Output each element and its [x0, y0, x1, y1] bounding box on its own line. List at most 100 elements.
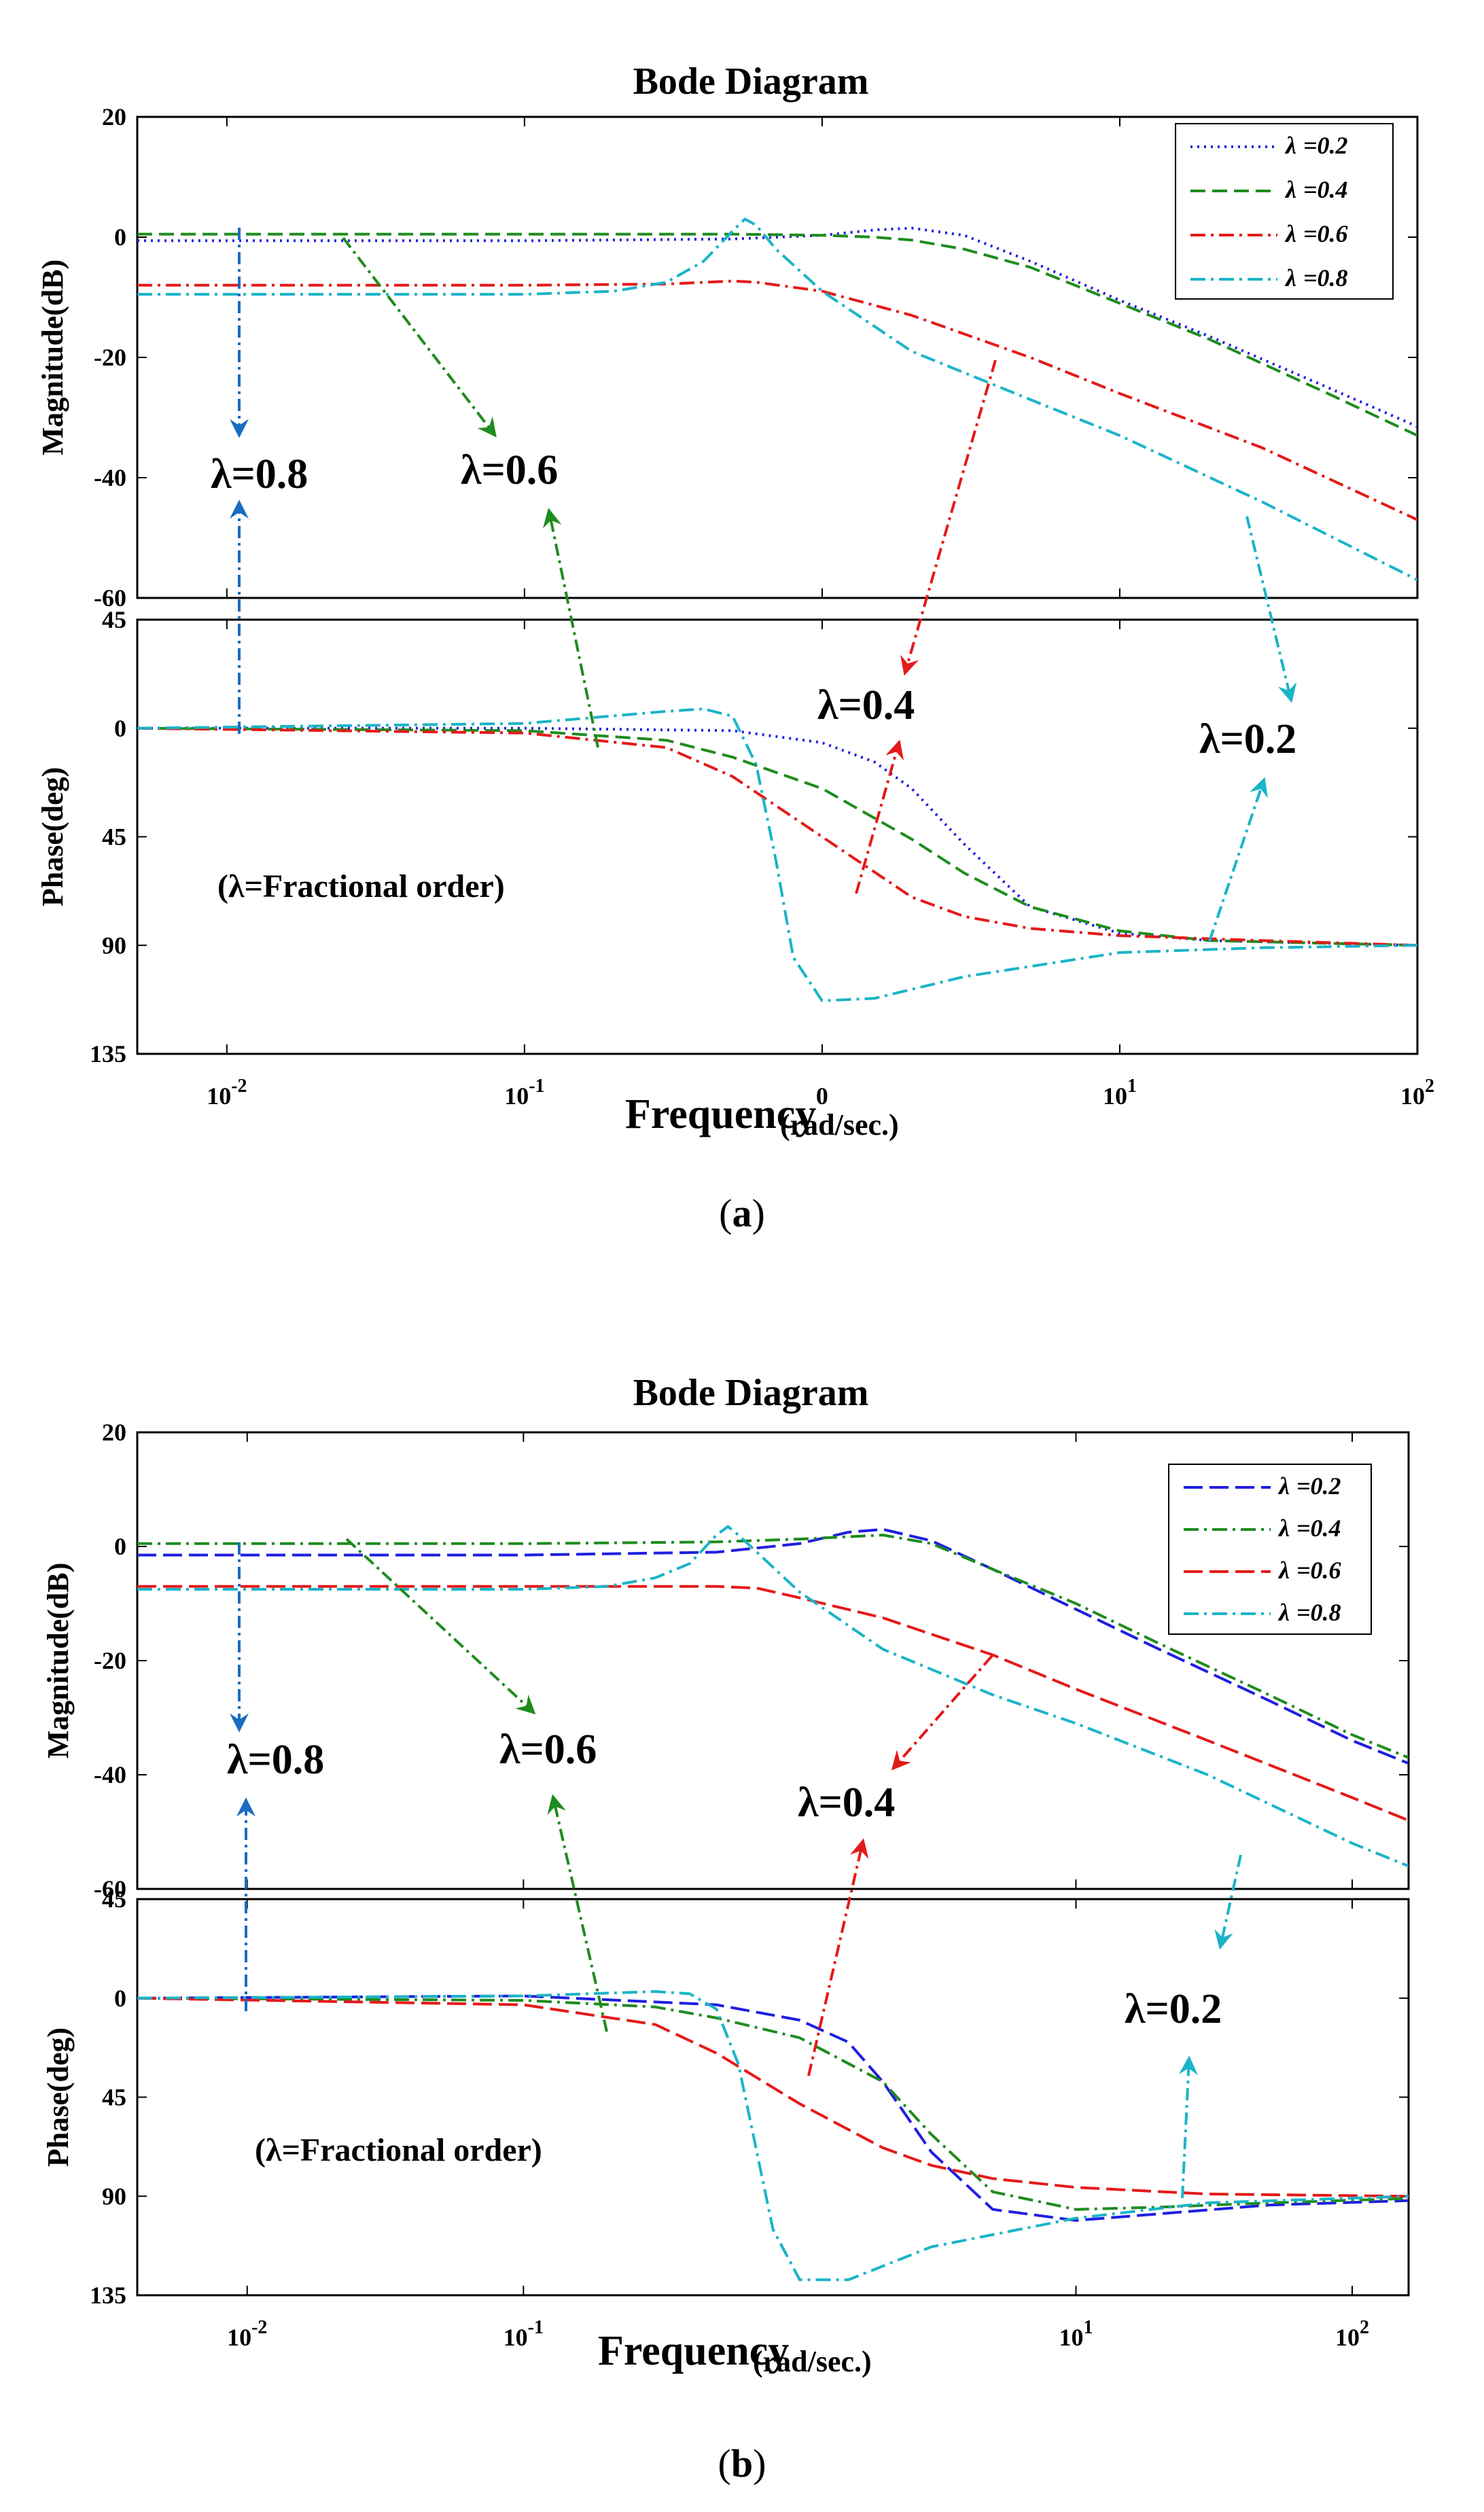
phase-subplot: 45 0 45 90 135 Phase(deg)	[41, 1886, 1410, 2309]
legend: λ =0.2λ =0.4λ =0.6λ =0.8	[1175, 123, 1394, 300]
annotation-arrow	[1208, 777, 1268, 942]
annotation-arrow	[855, 739, 904, 894]
y-tick-label: 135	[90, 2282, 126, 2309]
legend-symbol: λ	[1277, 1472, 1290, 1500]
legend-symbol: λ	[1277, 1599, 1290, 1626]
phase-subplot: 45 0 45 90 135 Phase(deg)	[36, 606, 1419, 1067]
figure-caption: (b)	[718, 2441, 766, 2486]
bode-chart-a: Bode Diagram 20 0 -20 -40 -60 Magnitude(dB) λ =0…	[36, 60, 1434, 1235]
x-tick-label: 101	[1059, 2317, 1093, 2351]
annotation-arrow	[891, 1655, 993, 1771]
phase-series-lambda-0.6	[137, 726, 1417, 947]
legend-label: λ =0.8	[1284, 264, 1348, 291]
annotation-arrow	[1214, 1854, 1242, 1950]
y-tick-label: 45	[102, 1886, 126, 1913]
x-tick-label: 10-1	[504, 2317, 544, 2351]
x-tick-label: 10-1	[504, 1076, 544, 1110]
x-axis-label: Frequency	[625, 1091, 816, 1137]
annotation-arrow	[342, 236, 497, 438]
phase-axes-frame	[136, 1898, 1410, 2297]
magnitude-series-lambda-0.2	[137, 1527, 1409, 1765]
annotation-lambda-0.4: λ=0.4	[798, 1655, 993, 2076]
annotation-arrow	[807, 1838, 869, 2076]
legend-label: λ =0.4	[1277, 1515, 1341, 1542]
x-tick-label: 102	[1400, 1076, 1434, 1110]
annotation-arrow	[1178, 2055, 1198, 2199]
annotation-label: (λ=Fractional order)	[217, 868, 505, 904]
annotation-label: (λ=Fractional order)	[255, 2132, 542, 2168]
y-tick-label: 20	[102, 103, 126, 130]
legend-value: =0.8	[1296, 1599, 1341, 1626]
legend-symbol: λ	[1284, 132, 1296, 159]
y-tick-label: -40	[94, 1761, 126, 1788]
legend-label: λ =0.8	[1277, 1599, 1341, 1626]
y-tick-label: -40	[94, 464, 126, 491]
annotation-lambda-0.6: λ=0.6	[345, 1538, 608, 2032]
annotation-lambda-0.4: λ=0.4	[817, 359, 997, 894]
legend-value: =0.6	[1303, 220, 1348, 247]
magnitude-series-lambda-0.4	[137, 1534, 1409, 1759]
figure-caption: (a)	[719, 1191, 765, 1235]
annotation-arrow	[547, 1794, 608, 2032]
y-tick-label: 90	[102, 932, 126, 959]
y-tick-label: 45	[102, 824, 126, 851]
phase-axes-frame	[136, 618, 1419, 1055]
annotation-arrow	[543, 508, 599, 748]
magnitude-axis-label: Magnitude(dB)	[36, 260, 69, 455]
phase-axis-label: Phase(deg)	[41, 2028, 75, 2167]
magnitude-series-lambda-0.6	[137, 1585, 1409, 1822]
legend-value: =0.4	[1303, 176, 1348, 203]
magnitude-axis-label: Magnitude(dB)	[41, 1563, 75, 1758]
annotation-lambda-0.2: λ=0.2	[1199, 516, 1296, 942]
magnitude-series-lambda-0.8	[137, 1525, 1409, 1868]
x-tick-label: 0	[816, 1082, 828, 1110]
legend-label: λ =0.2	[1277, 1472, 1341, 1500]
magnitude-series-lambda-0.4	[137, 232, 1417, 437]
phase-axis-label: Phase(deg)	[36, 767, 69, 906]
legend-symbol: λ	[1277, 1515, 1290, 1542]
annotation-fractional-order-note: (λ=Fractional order)	[255, 2132, 542, 2168]
phase-series-lambda-0.6	[137, 1996, 1409, 2198]
annotation-lambda-0.2: λ=0.2	[1125, 1854, 1242, 2199]
y-tick-label: 90	[102, 2182, 126, 2210]
annotation-label: λ=0.2	[1199, 716, 1296, 762]
legend-box	[1168, 1464, 1372, 1635]
legend-symbol: λ	[1284, 264, 1296, 291]
annotation-label: λ=0.8	[227, 1737, 324, 1783]
legend-label: λ =0.6	[1277, 1557, 1341, 1584]
annotation-lambda-0.6: λ=0.6	[342, 236, 599, 748]
annotation-label: λ=0.4	[817, 682, 915, 728]
legend-label: λ =0.4	[1284, 176, 1348, 203]
annotation-fractional-order-note: (λ=Fractional order)	[217, 868, 505, 904]
phase-series-lambda-0.2	[137, 1994, 1409, 2222]
y-tick-label: -60	[94, 584, 126, 612]
legend-symbol: λ	[1277, 1557, 1290, 1584]
x-tick-label: 101	[1103, 1076, 1137, 1110]
y-tick-label: 0	[114, 1985, 126, 2012]
y-tick-label: -20	[94, 344, 126, 371]
y-tick-label: -20	[94, 1647, 126, 1674]
legend-value: =0.4	[1296, 1515, 1341, 1542]
legend-value: =0.8	[1303, 264, 1348, 291]
annotation-label: λ=0.8	[211, 451, 308, 497]
y-tick-label: 135	[90, 1040, 126, 1067]
y-tick-label: -60	[94, 1875, 126, 1903]
annotation-lambda-0.8: λ=0.8	[227, 1542, 324, 2011]
y-tick-label: 45	[102, 2084, 126, 2111]
legend-symbol: λ	[1284, 220, 1296, 247]
annotation-label: λ=0.4	[798, 1780, 895, 1826]
chart-title: Bode Diagram	[633, 60, 869, 103]
legend-value: =0.6	[1296, 1557, 1341, 1584]
legend-box	[1175, 123, 1394, 300]
annotation-arrow	[345, 1538, 536, 1715]
y-tick-label: 0	[114, 224, 126, 251]
x-tick-label: 10-2	[227, 2317, 267, 2351]
legend: λ =0.2λ =0.4λ =0.6λ =0.8	[1168, 1464, 1372, 1635]
legend-symbol: λ	[1284, 176, 1296, 203]
y-tick-label: 20	[102, 1419, 126, 1446]
chart-title: Bode Diagram	[633, 1372, 869, 1414]
